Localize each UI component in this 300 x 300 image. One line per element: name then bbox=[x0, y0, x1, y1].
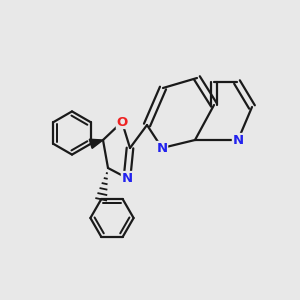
Text: N: N bbox=[232, 134, 244, 146]
Text: N: N bbox=[156, 142, 168, 154]
Text: N: N bbox=[122, 172, 133, 184]
Text: O: O bbox=[116, 116, 128, 128]
Polygon shape bbox=[89, 139, 103, 148]
